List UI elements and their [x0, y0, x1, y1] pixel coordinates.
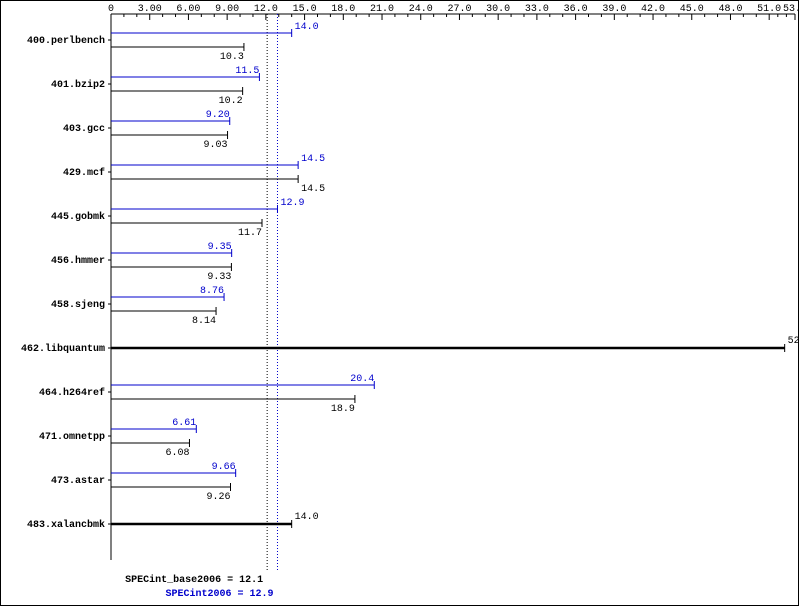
svg-text:9.66: 9.66 [212, 462, 236, 473]
svg-text:27.0: 27.0 [447, 4, 471, 15]
svg-text:14.0: 14.0 [295, 512, 319, 523]
svg-text:6.08: 6.08 [165, 448, 189, 459]
svg-text:33.0: 33.0 [525, 4, 549, 15]
svg-text:0: 0 [108, 4, 114, 15]
benchmark-label: 458.sjeng [51, 299, 105, 311]
svg-text:10.2: 10.2 [219, 96, 243, 107]
svg-text:8.76: 8.76 [200, 286, 224, 297]
base-score-label: SPECint_base2006 = 12.1 [125, 574, 263, 586]
svg-text:9.00: 9.00 [215, 4, 239, 15]
svg-text:21.0: 21.0 [370, 4, 394, 15]
svg-text:53.0: 53.0 [783, 4, 799, 15]
svg-text:3.00: 3.00 [138, 4, 162, 15]
svg-text:14.5: 14.5 [301, 154, 325, 165]
benchmark-label: 462.libquantum [21, 343, 105, 355]
svg-text:24.0: 24.0 [409, 4, 433, 15]
svg-text:52.2: 52.2 [788, 336, 799, 347]
svg-text:11.5: 11.5 [235, 66, 259, 77]
svg-text:36.0: 36.0 [564, 4, 588, 15]
benchmark-label: 483.xalancbmk [27, 519, 105, 531]
benchmark-label: 445.gobmk [51, 211, 105, 223]
benchmark-label: 429.mcf [63, 167, 105, 179]
svg-text:30.0: 30.0 [486, 4, 510, 15]
svg-text:11.7: 11.7 [238, 228, 262, 239]
svg-text:12.0: 12.0 [254, 4, 278, 15]
svg-text:20.4: 20.4 [350, 374, 374, 385]
svg-text:9.33: 9.33 [207, 272, 231, 283]
specint-chart: 0 3.00 6.00 9.00 12.0 15.0 18.0 21.0 24.0 27.0 30.… [0, 0, 799, 606]
svg-text:6.00: 6.00 [176, 4, 200, 15]
svg-text:9.20: 9.20 [206, 110, 230, 121]
svg-text:8.14: 8.14 [192, 316, 216, 327]
benchmark-label: 471.omnetpp [39, 432, 105, 443]
svg-text:18.9: 18.9 [331, 404, 355, 415]
svg-text:14.5: 14.5 [301, 184, 325, 195]
svg-text:39.0: 39.0 [602, 4, 626, 15]
svg-text:10.3: 10.3 [220, 52, 244, 63]
peak-score-label: SPECint2006 = 12.9 [165, 588, 273, 600]
benchmark-label: 456.hmmer [51, 255, 105, 267]
svg-text:51.0: 51.0 [757, 4, 781, 15]
svg-text:6.61: 6.61 [172, 418, 196, 429]
svg-text:14.0: 14.0 [295, 22, 319, 33]
svg-text:9.03: 9.03 [204, 140, 228, 151]
benchmark-label: 401.bzip2 [51, 79, 105, 91]
benchmark-label: 403.gcc [63, 124, 105, 135]
svg-text:48.0: 48.0 [718, 4, 742, 15]
svg-text:42.0: 42.0 [641, 4, 665, 15]
svg-text:18.0: 18.0 [331, 4, 355, 15]
benchmark-label: 473.astar [51, 476, 105, 487]
benchmark-label: 400.perlbench [27, 35, 105, 47]
svg-text:12.9: 12.9 [280, 198, 304, 209]
benchmark-label: 464.h264ref [39, 387, 105, 399]
svg-text:9.26: 9.26 [206, 492, 230, 503]
svg-text:9.35: 9.35 [208, 242, 232, 253]
svg-text:15.0: 15.0 [293, 4, 317, 15]
svg-text:45.0: 45.0 [680, 4, 704, 15]
